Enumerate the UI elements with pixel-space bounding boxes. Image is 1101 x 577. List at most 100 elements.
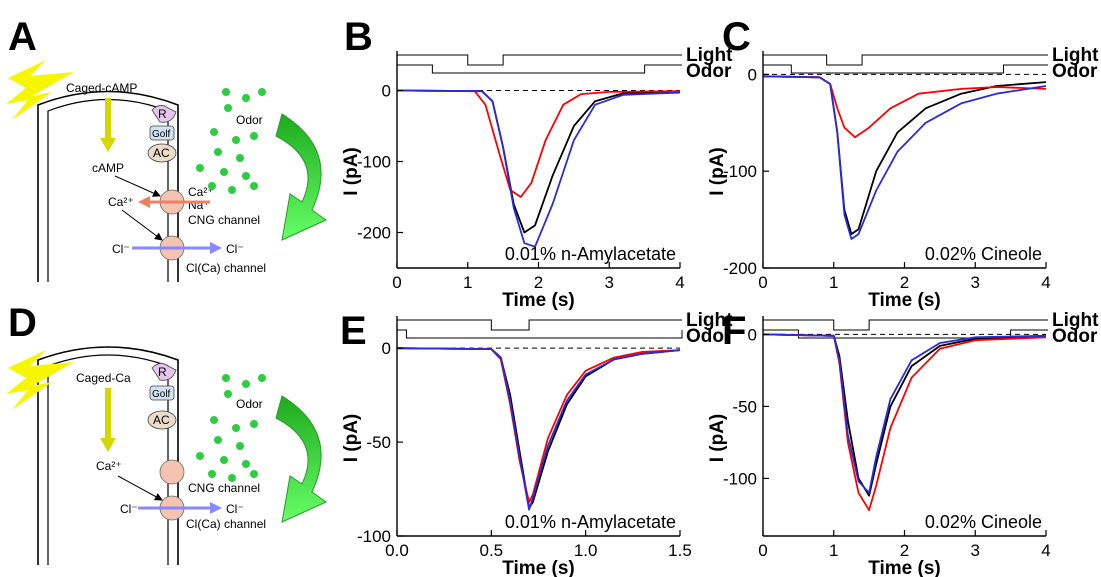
golf-label-d: Golf (152, 389, 171, 400)
cell-membrane-outer-d (37, 346, 179, 565)
chart-c-series-black (762, 75, 1047, 236)
clca-channel-label-d: Cl(Ca) channel (186, 517, 266, 531)
golf-icon (149, 125, 175, 141)
chart-f-odor-trace (763, 329, 1048, 339)
chart-c-odor-trace (763, 64, 1048, 74)
cl-outside-label-d: Cl⁻ (226, 502, 244, 516)
ca-inside-label-d: Ca²⁺ (96, 459, 122, 473)
light-flash-icon-d (6, 350, 74, 410)
ac-icon-d (147, 410, 177, 430)
chart-f-ytick-label: -100 (723, 469, 757, 488)
ac-label-d: AC (153, 413, 170, 427)
ca-to-clca-arrow-d (117, 475, 163, 501)
light-flash-icon (6, 60, 74, 120)
chart-f-annotation: 0.02% Cineole (925, 512, 1042, 532)
odor-label-d: Odor (236, 397, 263, 411)
chart-c-xtick-label: 3 (971, 273, 980, 292)
chart-b-xlabel: Time (s) (502, 290, 575, 311)
camp-arrow (114, 175, 161, 197)
panel-label-b: B (344, 15, 373, 59)
chart-c-series-blue (762, 75, 1047, 240)
chart-e-series-black (396, 347, 681, 509)
ac-icon (147, 143, 177, 163)
chart-c-xtick-label: 2 (900, 273, 909, 292)
cng-channel-icon-d (159, 459, 185, 485)
panel-label-a: A (8, 15, 37, 59)
chart-b-ytick-label: 0 (382, 82, 391, 101)
chart-e-odor-trace (397, 329, 683, 339)
na-label: Na⁺ (188, 198, 210, 212)
odor-flow-arrow (275, 113, 327, 241)
chart-b-annotation: 0.01% n-Amylacetate (505, 244, 676, 264)
chart-f-xtick-label: 4 (1041, 541, 1050, 560)
ca-to-clca-arrow (121, 209, 163, 241)
chart-f-series-red (762, 333, 1047, 512)
chart-e-ylabel: I (pA) (341, 414, 362, 463)
chart-e-annotation: 0.01% n-Amylacetate (505, 512, 676, 532)
cl-outside-label: Cl⁻ (226, 242, 244, 256)
chart-f-light-trace (763, 319, 1048, 331)
chart-e-xtick-label: 1.5 (668, 541, 692, 560)
receptor-icon (151, 105, 177, 123)
chart-c-xlabel: Time (s) (868, 290, 941, 311)
chart-e-light-trace (397, 319, 682, 331)
golf-label: Golf (152, 129, 171, 140)
odor-flow-arrow-d (275, 395, 327, 523)
chart-b-series-red (396, 89, 681, 198)
chart-f-xtick-label: 3 (971, 541, 980, 560)
chart-b-light-label: Light (686, 45, 733, 66)
chart-e-ytick-label: 0 (382, 339, 391, 358)
chart-c-odor-label: Odor (1052, 61, 1098, 82)
chart-b-xtick-label: 3 (605, 273, 614, 292)
chart-f-odor-label: Odor (1052, 326, 1098, 347)
receptor-icon-d (151, 363, 177, 381)
chart-c-ytick-label: -200 (723, 259, 757, 278)
chart-c-ytick-label: -100 (723, 162, 757, 181)
cng-channel-label: CNG channel (188, 213, 260, 227)
clca-channel-label: Cl(Ca) channel (186, 261, 266, 275)
chart-e-ytick-label: -50 (366, 433, 391, 452)
cl-inside-label: Cl⁻ (112, 242, 130, 256)
receptor-label: R (158, 107, 167, 121)
chart-f-series-black (762, 333, 1047, 497)
chart-b-series-blue (396, 89, 681, 248)
chart-e-light-label: Light (686, 310, 733, 331)
cl-efflux-head-d (210, 502, 222, 514)
chart-f-series-blue (762, 333, 1047, 494)
cl-efflux-head (210, 242, 222, 254)
yellow-arrow-head (100, 138, 116, 152)
ca-inside-label: Ca²⁺ (108, 195, 134, 209)
camp-label: cAMP (92, 161, 124, 175)
cell-diagram-d: Caged-Ca R Golf AC Ca²⁺ CNG channel Cl⁻ … (6, 346, 327, 565)
chart-b-ytick-label: -100 (357, 153, 391, 172)
panel-label-c: C (722, 15, 751, 59)
chart-f-ytick-label: 0 (748, 325, 757, 344)
ca-outside-label: Ca²⁺ (188, 185, 214, 199)
chart-c-ytick-label: 0 (748, 65, 757, 84)
chart-b-ylabel: I (pA) (341, 147, 362, 196)
cng-channel-label-d: CNG channel (188, 481, 260, 495)
chart-b-xtick-label: 2 (534, 273, 543, 292)
chart-f-xtick-label: 1 (829, 541, 838, 560)
chart-f-xlabel: Time (s) (868, 558, 941, 577)
chart-e-odor-label: Odor (686, 326, 732, 347)
chart-c-xtick-label: 4 (1041, 273, 1050, 292)
receptor-label-d: R (158, 365, 167, 379)
chart-e-series-blue (396, 347, 681, 511)
golf-icon-d (149, 385, 175, 401)
chart-b-light-trace (397, 54, 682, 66)
cation-influx-head (138, 196, 150, 208)
panel-label-e: E (340, 309, 367, 353)
chart-c-xtick-label: 0 (758, 273, 767, 292)
caged-camp-label: Caged-cAMP (66, 81, 137, 95)
chart-f-ytick-label: -50 (732, 397, 757, 416)
odor-label: Odor (236, 113, 263, 127)
chart-c-ylabel: I (pA) (707, 147, 728, 196)
cell-membrane-outer (37, 90, 179, 282)
chart-c-annotation: 0.02% Cineole (925, 244, 1042, 264)
